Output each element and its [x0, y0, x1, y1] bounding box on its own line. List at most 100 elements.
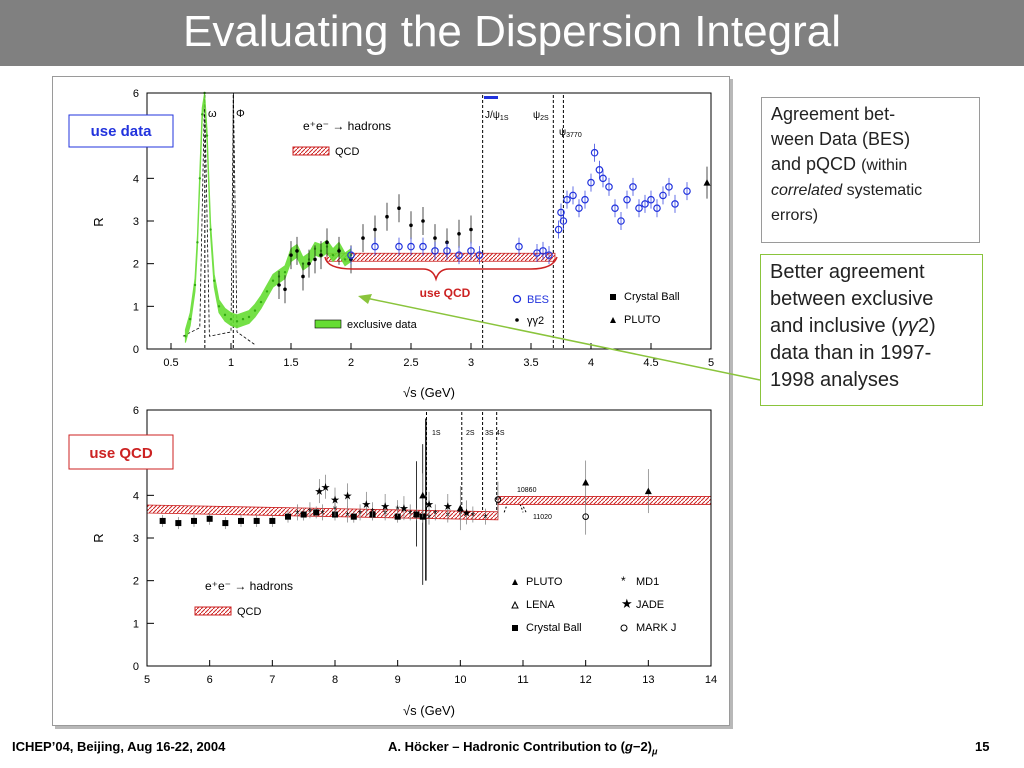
md1-point: * [483, 513, 488, 525]
bottom-x-ticks: 5 6 7 8 9 10 11 12 13 14 [144, 660, 717, 686]
legend2-lena-label: LENA [526, 599, 555, 611]
legend2-crystal-ball-marker [512, 625, 518, 631]
bes-point [455, 251, 463, 259]
gg2-point [337, 249, 341, 253]
legend-crystal-ball-label: Crystal Ball [624, 291, 680, 303]
jade-point: ★ [380, 501, 390, 513]
top-plot-area [182, 91, 711, 349]
jade-point: ★ [462, 507, 472, 519]
md1-point: * [433, 508, 438, 520]
bes-point [539, 247, 547, 255]
annotation-arrow-head [358, 294, 372, 304]
bes-point [659, 191, 667, 200]
exclusive-point [205, 134, 209, 137]
pluto-point [582, 479, 590, 486]
bes-point [647, 195, 655, 204]
md1-point: * [295, 508, 300, 520]
md1-point: * [383, 508, 388, 520]
top-x-axis-label: √s (GeV) [403, 385, 455, 400]
top-x-tick-label: 2 [348, 357, 354, 369]
bes-point [641, 200, 649, 208]
legend-pluto-marker [610, 317, 616, 323]
legend2-lena-marker [511, 600, 519, 609]
md1-point: * [320, 508, 325, 520]
bes-point [629, 183, 637, 191]
top-panel: R √s (GeV) 0.511.522.533.544.55 0123456 … [68, 88, 714, 400]
bes-point [515, 242, 523, 251]
exclusive-point [201, 113, 204, 116]
md1-point: * [358, 508, 363, 520]
phi-label: Φ [236, 108, 245, 120]
jade-point: ★ [399, 503, 409, 515]
top-y-tick-label: 6 [133, 88, 139, 100]
bes-point [545, 251, 553, 259]
top-x-tick-label: 5 [708, 357, 714, 369]
exclusive-point [259, 300, 263, 304]
exclusive-point [217, 305, 221, 308]
better-line-2: between exclusive [770, 288, 934, 310]
bes-point [635, 204, 643, 213]
legend-pluto-label: PLUTO [624, 314, 661, 326]
footer-talk-title: A. Höcker – Hadronic Contribution to (g−… [388, 739, 658, 757]
resonance-shape-curve [182, 92, 256, 346]
qcd-band [326, 252, 556, 262]
exclusive-point [343, 258, 347, 261]
use-qcd-label: use QCD [89, 445, 153, 462]
bes-point [443, 247, 451, 255]
pluto-point [644, 487, 652, 495]
bes-point [563, 195, 571, 204]
top-use-qcd-label: use QCD [420, 286, 471, 300]
exclusive-point [223, 313, 227, 317]
pluto-point [703, 179, 711, 186]
better-line-3: and inclusive (γγ2) [770, 315, 936, 337]
md1-point: * [396, 504, 401, 516]
legend2-markj-label: MARK J [636, 622, 676, 634]
jade-point: ★ [443, 501, 453, 513]
bottom-x-tick-label: 9 [395, 674, 401, 686]
top-y-axis-label: R [91, 217, 106, 226]
bottom-y-tick-label: 4 [133, 490, 139, 502]
top-y-tick-label: 4 [133, 173, 139, 185]
md1-point: * [408, 508, 413, 520]
bes-point [665, 183, 673, 191]
use-data-box [68, 114, 174, 148]
bes-point [419, 242, 427, 251]
jpsi-label: J/ψ1S [485, 110, 509, 122]
bes-point [617, 217, 625, 225]
exclusive-point [196, 241, 199, 244]
agreement-line-5: errors) [771, 207, 819, 224]
crystal-ball-point [313, 509, 320, 516]
gg2-point [385, 214, 389, 219]
exclusive-point [241, 317, 245, 321]
legend2-jade-marker: ★ [621, 596, 633, 611]
crystal-ball-point [175, 520, 182, 527]
gg2-point [325, 240, 329, 245]
top-x-tick-label: 4 [588, 357, 594, 369]
bottom-x-tick-label: 13 [642, 674, 654, 686]
legend2-markj-marker [620, 624, 628, 632]
top-x-tick-label: 2.5 [403, 357, 418, 369]
bottom-x-tick-label: 14 [705, 674, 717, 686]
exclusive-point [229, 317, 233, 321]
crystal-ball-point [350, 513, 357, 520]
bottom-plot-area: ****************★★★★★★★★★★ [146, 412, 712, 585]
top-y-ticks: 0123456 [133, 88, 154, 356]
legend2-crystal-ball-label: Crystal Ball [526, 622, 582, 634]
upsilon-11020-label: 11020 [533, 514, 552, 521]
crystal-ball-point [300, 511, 307, 518]
agreement-line-3: and pQCD (within [771, 154, 908, 174]
jade-point: ★ [361, 499, 371, 511]
md1-point: * [458, 508, 463, 520]
bottom-y-tick-label: 1 [133, 618, 139, 630]
bes-point [431, 247, 439, 255]
bes-point [557, 208, 565, 217]
exclusive-point [184, 335, 187, 338]
top-legend-qcd-label: QCD [335, 146, 360, 158]
pluto-point [419, 491, 427, 499]
bes-point [581, 195, 589, 204]
gg2-point [373, 227, 377, 232]
crystal-ball-point [394, 513, 401, 520]
legend2-md1-marker: * [621, 574, 626, 588]
legend-bes-marker [512, 294, 522, 304]
